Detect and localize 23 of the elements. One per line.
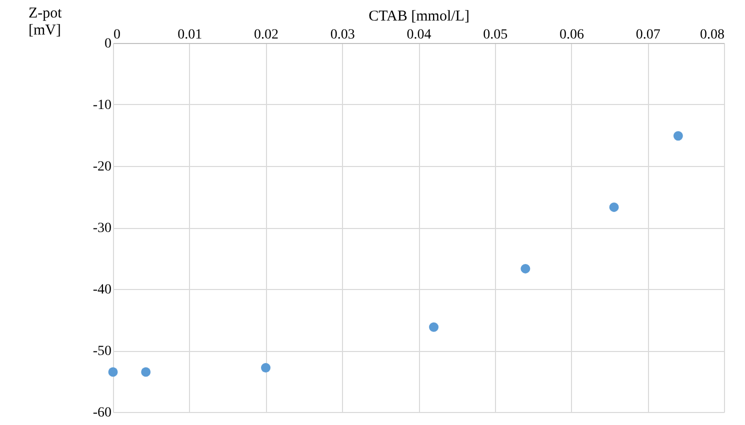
x-tick-label: 0.01 <box>178 28 202 42</box>
point <box>520 264 530 274</box>
x-tick-label: 0.05 <box>483 28 508 42</box>
x-tick-label: 0.06 <box>560 28 584 42</box>
x-axis-title: CTAB [mmol/L] <box>368 8 470 24</box>
x-tick-label: 0.03 <box>330 28 355 42</box>
point <box>673 131 683 141</box>
point <box>108 367 118 377</box>
y-tick-label: -10 <box>92 98 112 113</box>
x-tick-label: 0.08 <box>700 28 724 42</box>
y-tick-label: -50 <box>92 344 112 359</box>
point <box>429 322 439 332</box>
x-tick-label: 0.07 <box>636 28 660 42</box>
x-tick-label: 0.04 <box>406 28 432 42</box>
y-tick-label: -60 <box>92 406 112 420</box>
y-tick-label: -30 <box>92 221 112 236</box>
point <box>141 367 151 377</box>
y-tick-label: -40 <box>92 282 112 298</box>
x-tick-label: 0.02 <box>254 28 278 42</box>
y-axis-title: Z-pot [mV] <box>28 6 63 38</box>
y-tick-label: -20 <box>92 160 112 174</box>
point <box>609 202 619 212</box>
point <box>261 362 270 372</box>
